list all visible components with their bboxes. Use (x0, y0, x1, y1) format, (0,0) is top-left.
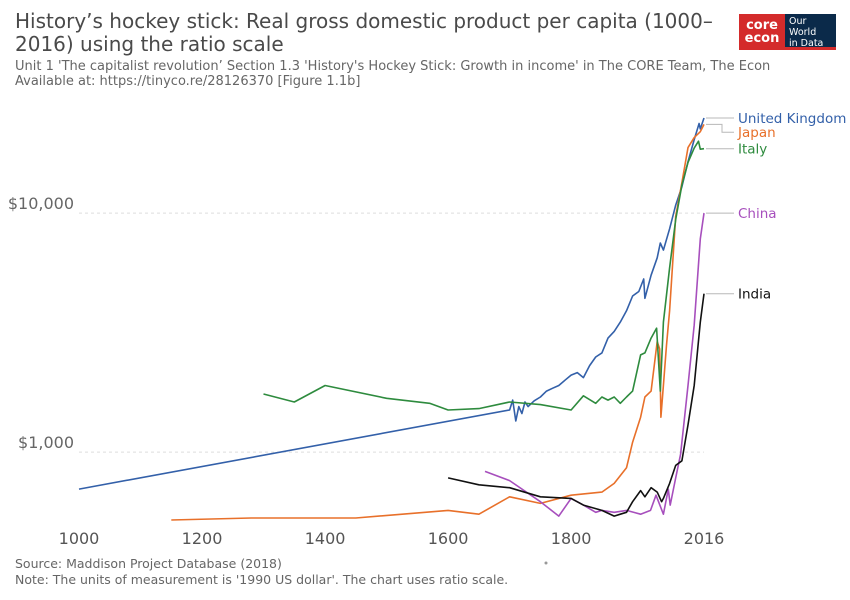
chart-footer: Source: Maddison Project Database (2018)… (15, 556, 508, 588)
logo-owid-line2: in Data (789, 37, 824, 49)
core-econ-logo: core econ (739, 14, 785, 50)
y-tick-label: $10,000 (8, 194, 74, 213)
series-label-china: China (738, 206, 777, 222)
x-tick-label: 1600 (428, 529, 469, 548)
logo-econ-text: econ (744, 31, 780, 46)
series-label-united-kingdom: United Kingdom (738, 111, 846, 127)
chart-subtitle: Unit 1 'The capitalist revolution’ Secti… (15, 59, 845, 89)
x-tick-label: 1000 (59, 529, 100, 548)
x-tick-label: 1400 (305, 529, 346, 548)
subtitle-line-1: Unit 1 'The capitalist revolution’ Secti… (15, 59, 771, 74)
series-line-united-kingdom (78, 117, 705, 490)
note-text: Note: The units of measurement is '1990 … (15, 572, 509, 587)
series-lines (78, 117, 705, 521)
series-line-japan (171, 124, 705, 521)
label-connector (706, 123, 734, 133)
our-world-in-data-logo: Our World in Data (785, 14, 836, 50)
series-line-italy (263, 140, 705, 411)
x-tick-label: 2016 (684, 529, 725, 548)
y-tick-label: $1,000 (18, 433, 74, 452)
axis-tick-labels: $1,000 $10,000 1000 1200 1400 1600 1800 2016 (8, 194, 725, 565)
series-line-india (447, 293, 705, 517)
subtitle-line-2: Available at: https://tinyco.re/28126370… (15, 74, 361, 89)
source-text: Source: Maddison Project Database (2018) (15, 556, 282, 571)
core-owid-logo[interactable]: core econ Our World in Data (739, 14, 836, 50)
chart-title: History’s hockey stick: Real gross domes… (15, 9, 713, 56)
logo-core-text: core (746, 18, 778, 33)
x-tick-label: 1200 (182, 529, 223, 548)
playhead-dot[interactable] (544, 561, 548, 565)
x-tick-label: 1800 (551, 529, 592, 548)
series-label-japan: Japan (737, 125, 776, 141)
logo-owid-line1: Our World (789, 15, 817, 38)
grid-lines (79, 212, 704, 453)
series-line-china (484, 212, 705, 517)
series-label-italy: Italy (738, 142, 767, 158)
series-label-india: India (738, 287, 771, 303)
